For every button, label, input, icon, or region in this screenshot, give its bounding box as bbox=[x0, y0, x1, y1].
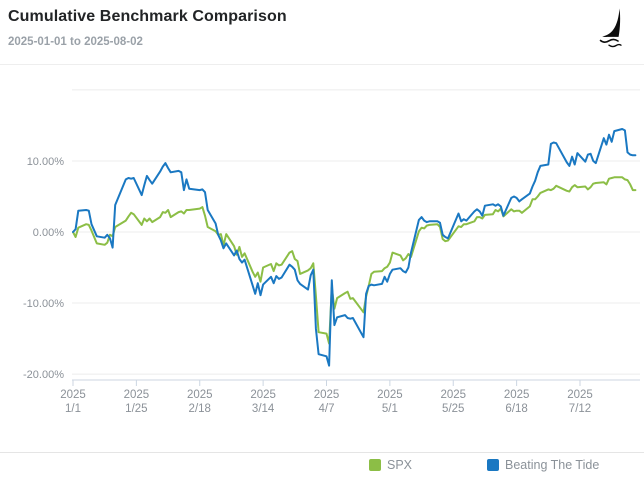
spx-line bbox=[72, 176, 637, 345]
y-axis-label: 10.00% bbox=[27, 156, 65, 168]
legend-item-beating-the-tide[interactable]: Beating The Tide bbox=[487, 457, 599, 473]
y-axis-label: 0.00% bbox=[33, 227, 64, 239]
date-range: 2025-01-01 to 2025-08-02 bbox=[8, 36, 143, 48]
x-axis-label-year: 2025 bbox=[504, 389, 530, 401]
x-axis-label-date: 5/1 bbox=[382, 403, 398, 415]
page-title: Cumulative Benchmark Comparison bbox=[8, 8, 287, 25]
x-axis-label-year: 2025 bbox=[250, 389, 276, 401]
x-axis-label-date: 1/25 bbox=[125, 403, 147, 415]
x-axis-label-date: 5/25 bbox=[442, 403, 464, 415]
beating-the-tide-swatch bbox=[487, 459, 499, 471]
y-axis-label: -10.00% bbox=[23, 298, 64, 310]
legend-divider bbox=[0, 452, 644, 453]
x-axis-label-year: 2025 bbox=[314, 389, 340, 401]
x-axis-label-year: 2025 bbox=[567, 389, 593, 401]
legend-item-spx[interactable]: SPX bbox=[369, 457, 412, 473]
x-axis-label-date: 1/1 bbox=[65, 403, 81, 415]
x-axis-label-date: 6/18 bbox=[505, 403, 527, 415]
x-axis-label-year: 2025 bbox=[440, 389, 466, 401]
x-axis-label-date: 3/14 bbox=[252, 403, 275, 415]
spx-swatch bbox=[369, 459, 381, 471]
x-axis-label-year: 2025 bbox=[187, 389, 213, 401]
header-divider bbox=[0, 64, 644, 65]
x-axis-label-year: 2025 bbox=[377, 389, 403, 401]
shark-fin-icon bbox=[588, 7, 626, 49]
x-axis-label-date: 2/18 bbox=[189, 403, 211, 415]
chart-header: Cumulative Benchmark Comparison 2025-01-… bbox=[0, 0, 644, 64]
x-axis-label-year: 2025 bbox=[60, 389, 86, 401]
cumulative-benchmark-chart[interactable]: 10.00% 0.00% -10.00% -20.00% 2025 1/1 2025 1/25… bbox=[0, 0, 644, 440]
x-axis-label-date: 7/12 bbox=[569, 403, 591, 415]
beating-the-tide-line bbox=[72, 128, 637, 367]
y-axis-label: -20.00% bbox=[23, 369, 64, 381]
legend-label-beating-the-tide: Beating The Tide bbox=[505, 458, 600, 472]
legend-label-spx: SPX bbox=[387, 458, 413, 472]
x-axis-label-date: 4/7 bbox=[318, 403, 334, 415]
x-axis-label-year: 2025 bbox=[124, 389, 150, 401]
